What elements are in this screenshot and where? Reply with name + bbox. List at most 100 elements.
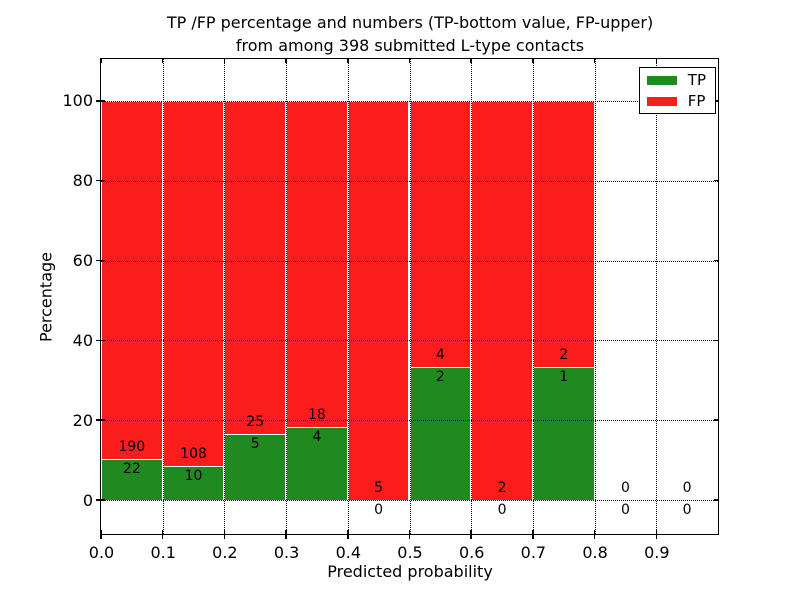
y-tick-right xyxy=(714,259,718,262)
chart-title: TP /FP percentage and numbers (TP-bottom… xyxy=(101,11,719,57)
gridline-vertical xyxy=(286,59,288,534)
bar-tp-segment xyxy=(162,466,225,501)
tp-count-label: 2 xyxy=(435,369,445,386)
x-tick-label: 0.7 xyxy=(520,543,547,562)
gridline-vertical xyxy=(347,59,349,534)
x-tick-bottom xyxy=(470,530,472,539)
bar-tp-segment xyxy=(409,367,472,501)
y-tick-label: 20 xyxy=(72,410,93,430)
y-tick-left xyxy=(96,179,105,182)
y-tick-label: 0 xyxy=(82,490,93,510)
x-tick-label: 0.9 xyxy=(644,543,670,562)
fp-count-label: 18 xyxy=(308,407,326,424)
bar-fp-segment xyxy=(162,100,225,467)
bar-fp-segment xyxy=(101,100,163,459)
x-tick-top xyxy=(532,59,534,63)
gridline-vertical xyxy=(532,59,534,534)
legend-swatch-tp-icon xyxy=(646,75,677,85)
tp-count-label: 22 xyxy=(122,460,141,477)
x-tick-label: 0.2 xyxy=(212,543,238,562)
bar-fp-segment xyxy=(347,100,410,501)
gridline-vertical xyxy=(224,59,226,534)
bar-tp-segment xyxy=(286,427,348,501)
x-tick-bottom xyxy=(223,530,226,539)
x-tick-bottom xyxy=(408,530,411,539)
bar-fp-segment xyxy=(532,100,595,367)
legend: TP FP xyxy=(638,67,716,114)
y-tick-left xyxy=(96,419,105,421)
y-tick-left xyxy=(96,259,105,262)
bar-fp-segment xyxy=(409,100,472,367)
tp-count-label: 0 xyxy=(497,502,507,519)
tp-count-label: 4 xyxy=(312,429,322,446)
x-tick-label: 0.1 xyxy=(150,543,176,562)
gridline-vertical xyxy=(162,59,164,534)
y-tick-left xyxy=(96,100,105,102)
legend-swatch-fp-icon xyxy=(646,96,677,106)
fp-count-label: 0 xyxy=(682,480,692,497)
y-tick-right xyxy=(714,499,718,501)
x-tick-top xyxy=(655,59,658,63)
fp-count-label: 2 xyxy=(559,347,569,364)
tp-count-label: 1 xyxy=(559,369,569,386)
y-tick-label: 80 xyxy=(72,171,93,191)
x-tick-top xyxy=(347,59,349,63)
y-tick-left xyxy=(96,339,105,342)
x-tick-bottom xyxy=(347,530,349,539)
x-tick-bottom xyxy=(593,530,596,539)
y-tick-left xyxy=(96,499,105,501)
chart-title-line2: from among 398 submitted L-type contacts xyxy=(235,36,585,55)
tp-count-label: 0 xyxy=(682,502,692,519)
x-tick-bottom xyxy=(655,530,658,539)
tp-count-label: 5 xyxy=(250,435,260,452)
gridline-vertical xyxy=(409,59,411,534)
x-tick-bottom xyxy=(100,530,102,539)
legend-label: TP xyxy=(687,71,706,89)
x-tick-top xyxy=(593,59,596,63)
y-tick-label: 60 xyxy=(72,251,93,271)
x-tick-top xyxy=(100,59,102,63)
tp-count-label: 0 xyxy=(374,502,384,519)
tp-count-label: 0 xyxy=(620,502,630,519)
bar-fp-segment xyxy=(224,100,287,434)
fp-count-label: 25 xyxy=(246,413,265,430)
fp-count-label: 0 xyxy=(620,480,630,497)
fp-count-label: 5 xyxy=(374,480,384,497)
y-tick-label: 40 xyxy=(72,330,93,350)
legend-item: TP xyxy=(646,71,706,89)
x-tick-bottom xyxy=(532,530,534,539)
x-tick-label: 0.4 xyxy=(335,543,362,562)
bar-tp-segment xyxy=(101,458,163,501)
x-tick-label: 0.6 xyxy=(458,543,485,562)
x-tick-top xyxy=(470,59,472,63)
bar-tp-segment xyxy=(532,367,595,501)
y-tick-right xyxy=(714,100,718,102)
bar-fp-segment xyxy=(471,100,533,501)
x-tick-label: 0.8 xyxy=(582,543,608,562)
fp-count-label: 4 xyxy=(435,347,445,364)
fp-count-label: 108 xyxy=(180,446,207,463)
legend-item: FP xyxy=(646,92,706,110)
bar-tp-segment xyxy=(224,433,287,501)
y-tick-label: 100 xyxy=(62,91,93,111)
gridline-vertical xyxy=(656,59,658,534)
x-tick-label: 0.0 xyxy=(88,543,115,562)
x-tick-label: 0.5 xyxy=(397,543,423,562)
chart-title-line1: TP /FP percentage and numbers (TP-bottom… xyxy=(166,13,654,32)
x-tick-bottom xyxy=(161,530,164,539)
fp-count-label: 2 xyxy=(497,480,507,497)
bar-fp-segment xyxy=(286,100,348,428)
tp-count-label: 10 xyxy=(184,468,203,485)
fp-count-label: 190 xyxy=(118,438,146,455)
x-tick-label: 0.3 xyxy=(273,543,300,562)
y-tick-right xyxy=(714,419,718,421)
plot-area: TP FP 190 22 108 10 25 5 18 4 5 0 4 2 2 0 2 1 0 0 0 0 xyxy=(96,58,719,539)
gridline-vertical xyxy=(594,59,596,534)
y-tick-right xyxy=(714,339,718,342)
y-tick-right xyxy=(714,179,718,182)
x-axis-label: Predicted probability xyxy=(327,562,493,581)
gridline-vertical xyxy=(471,59,473,534)
legend-label: FP xyxy=(687,92,706,110)
x-tick-top xyxy=(408,59,411,63)
